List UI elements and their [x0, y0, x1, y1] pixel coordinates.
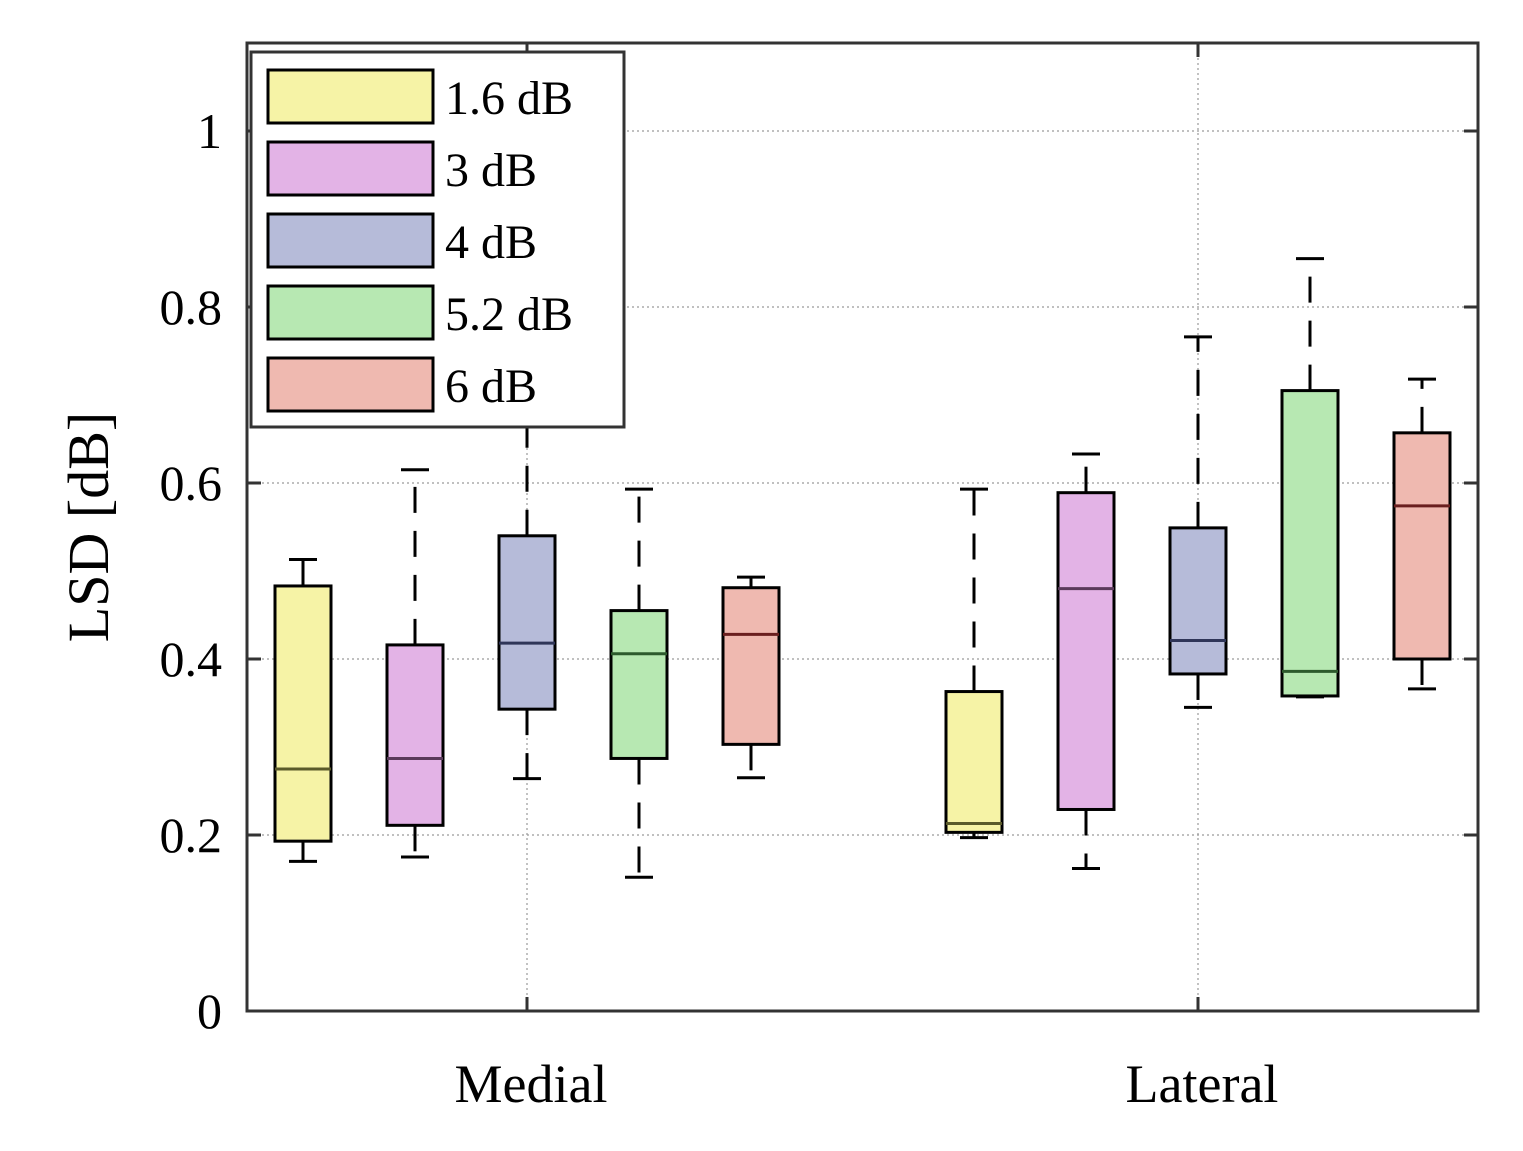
- legend-item: 4 dB: [266, 212, 537, 269]
- legend-label: 3 dB: [445, 144, 537, 197]
- box-body: [497, 534, 557, 711]
- box-body: [385, 643, 445, 827]
- legend-label: 6 dB: [445, 360, 537, 413]
- y-tick-label: 1: [197, 103, 222, 159]
- legend-item: 3 dB: [266, 140, 537, 197]
- legend-swatch: [266, 212, 435, 269]
- y-tick-label: 0.4: [160, 631, 223, 687]
- box-body: [1168, 526, 1228, 676]
- legend-label: 1.6 dB: [445, 72, 573, 125]
- box-body: [1392, 431, 1452, 661]
- y-tick-label: 0.8: [160, 279, 223, 335]
- box-body: [273, 584, 333, 843]
- y-tick-label: 0.6: [160, 455, 223, 511]
- box-body: [944, 690, 1004, 834]
- legend-item: 5.2 dB: [266, 284, 573, 341]
- legend-swatch: [266, 68, 435, 125]
- y-tick-label: 0: [197, 983, 222, 1039]
- box-group: [609, 487, 669, 879]
- box-group: [1168, 335, 1228, 709]
- box-group: [1056, 452, 1116, 870]
- box-group: [497, 349, 557, 781]
- legend-item: 6 dB: [266, 356, 537, 413]
- y-axis-title: LSD [dB]: [56, 412, 121, 642]
- box-group: [273, 558, 333, 863]
- box-body: [721, 586, 781, 746]
- legend-label: 5.2 dB: [445, 288, 573, 341]
- legend-label: 4 dB: [445, 216, 537, 269]
- legend-item: 1.6 dB: [266, 68, 573, 125]
- box-body: [1056, 491, 1116, 811]
- legend-swatch: [266, 356, 435, 413]
- y-tick-label: 0.2: [160, 807, 223, 863]
- legend-swatch: [266, 284, 435, 341]
- legend: 1.6 dB 3 dB 4 dB 5.2 dB 6 dB: [249, 50, 626, 429]
- box-body: [1280, 389, 1340, 698]
- plot-frame: [245, 41, 1480, 1013]
- box-group: [721, 575, 781, 780]
- box-group: [1280, 257, 1340, 699]
- x-category-label: Lateral: [1126, 1054, 1279, 1114]
- box-group: [385, 468, 445, 859]
- boxes-layer: [273, 257, 1452, 879]
- box-group: [944, 487, 1004, 840]
- x-category-label: Medial: [455, 1054, 608, 1114]
- box-group: [1392, 377, 1452, 691]
- legend-swatch: [266, 140, 435, 197]
- box-body: [609, 609, 669, 760]
- labels-layer: 0 0.2 0.4 0.6 0.8 1 Medial Lateral: [160, 103, 1279, 1114]
